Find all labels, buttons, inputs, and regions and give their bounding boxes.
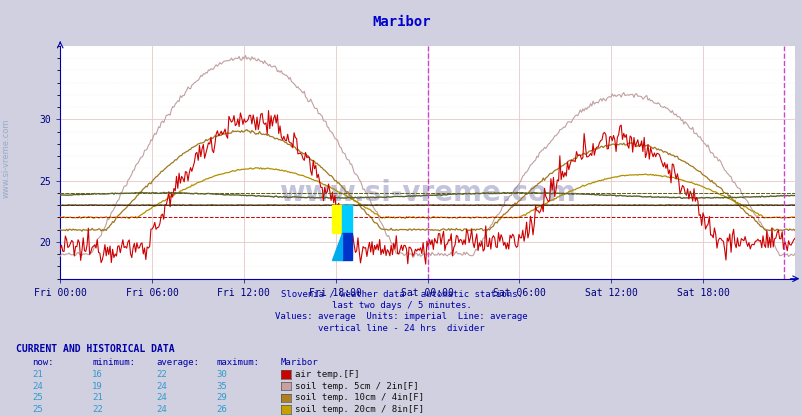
FancyBboxPatch shape [342, 233, 352, 260]
Text: CURRENT AND HISTORICAL DATA: CURRENT AND HISTORICAL DATA [16, 344, 175, 354]
Text: 29: 29 [217, 393, 227, 402]
Text: Slovenia / weather data - automatic stations.: Slovenia / weather data - automatic stat… [280, 289, 522, 298]
FancyBboxPatch shape [342, 205, 352, 233]
Text: 25: 25 [32, 393, 43, 402]
Text: Values: average  Units: imperial  Line: average: Values: average Units: imperial Line: av… [275, 312, 527, 322]
Text: maximum:: maximum: [217, 358, 260, 367]
Text: 19: 19 [92, 381, 103, 391]
FancyBboxPatch shape [332, 205, 342, 233]
Text: 25: 25 [32, 405, 43, 414]
Text: 24: 24 [156, 381, 167, 391]
Text: Maribor: Maribor [281, 358, 318, 367]
Text: soil temp. 5cm / 2in[F]: soil temp. 5cm / 2in[F] [294, 381, 418, 391]
Polygon shape [332, 233, 342, 260]
Text: www.si-vreme.com: www.si-vreme.com [279, 178, 575, 206]
Text: www.si-vreme.com: www.si-vreme.com [2, 118, 11, 198]
Text: 21: 21 [32, 370, 43, 379]
Text: 26: 26 [217, 405, 227, 414]
Text: 22: 22 [156, 370, 167, 379]
Text: soil temp. 10cm / 4in[F]: soil temp. 10cm / 4in[F] [294, 393, 423, 402]
Text: 22: 22 [92, 405, 103, 414]
Text: 30: 30 [217, 370, 227, 379]
Text: 24: 24 [156, 393, 167, 402]
Text: air temp.[F]: air temp.[F] [294, 370, 358, 379]
Text: Maribor: Maribor [371, 15, 431, 29]
Text: soil temp. 20cm / 8in[F]: soil temp. 20cm / 8in[F] [294, 405, 423, 414]
Text: average:: average: [156, 358, 200, 367]
Text: vertical line - 24 hrs  divider: vertical line - 24 hrs divider [318, 324, 484, 333]
Text: now:: now: [32, 358, 54, 367]
Text: 35: 35 [217, 381, 227, 391]
Text: 24: 24 [32, 381, 43, 391]
Text: 21: 21 [92, 393, 103, 402]
Text: 24: 24 [156, 405, 167, 414]
Text: minimum:: minimum: [92, 358, 136, 367]
Text: last two days / 5 minutes.: last two days / 5 minutes. [331, 301, 471, 310]
Text: 16: 16 [92, 370, 103, 379]
